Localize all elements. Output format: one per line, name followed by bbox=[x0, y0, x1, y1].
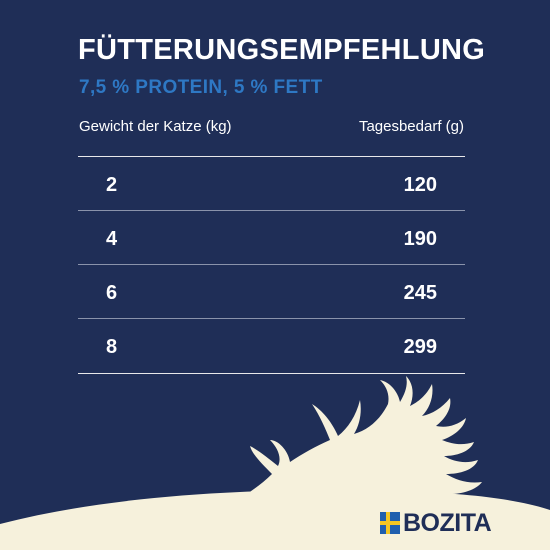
table-row: 6 245 bbox=[78, 265, 465, 319]
daily-need-value: 190 bbox=[403, 228, 437, 250]
cat-weight-value: 2 bbox=[106, 174, 118, 196]
antler-shape bbox=[238, 376, 482, 500]
daily-need-value: 120 bbox=[403, 174, 437, 196]
page-title: FÜTTERUNGSEMPFEHLUNG bbox=[78, 34, 486, 66]
cat-weight-value: 8 bbox=[106, 336, 118, 358]
column-header-daily-need: Tagesbedarf (g) bbox=[358, 118, 464, 135]
swedish-flag-icon bbox=[380, 512, 400, 534]
cream-wave-shape bbox=[0, 490, 550, 550]
column-header-weight: Gewicht der Katze (kg) bbox=[79, 118, 232, 135]
table-row: 4 190 bbox=[78, 211, 465, 265]
cat-weight-value: 6 bbox=[106, 282, 118, 304]
brand-name: BOZITA bbox=[403, 508, 492, 537]
table-row: 8 299 bbox=[78, 319, 465, 374]
cat-weight-value: 4 bbox=[106, 228, 118, 250]
daily-need-value: 245 bbox=[403, 282, 437, 304]
bozita-logo: BOZITA bbox=[380, 508, 492, 538]
feeding-table: 2 120 4 190 6 245 8 299 bbox=[78, 156, 465, 374]
table-row: 2 120 bbox=[78, 157, 465, 211]
nutrition-subtitle: 7,5 % PROTEIN, 5 % FETT bbox=[79, 77, 323, 98]
daily-need-value: 299 bbox=[403, 336, 437, 358]
